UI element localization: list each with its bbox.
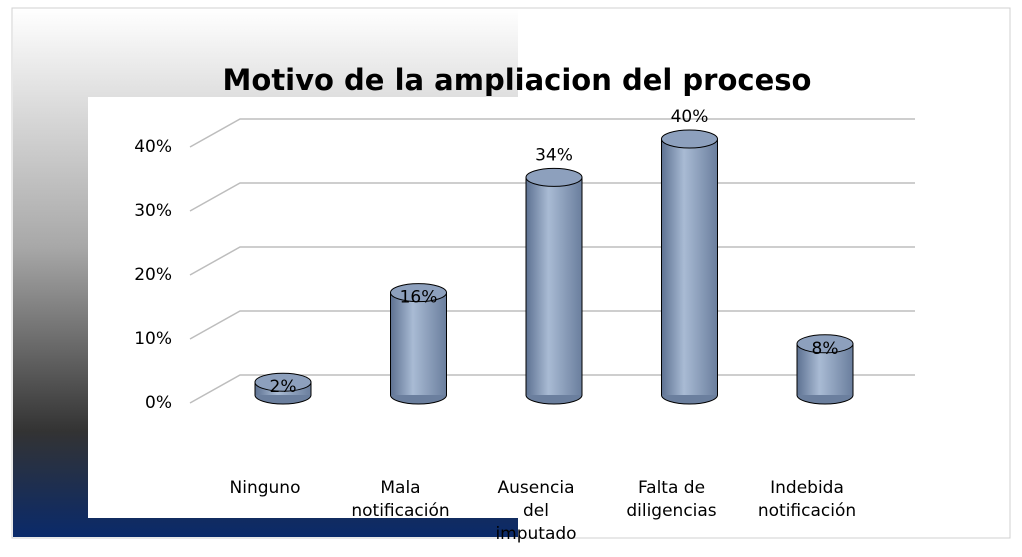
x-tick-label: Ausencia del imputado [495, 478, 577, 544]
y-tick-label: 30% [134, 201, 172, 221]
y-tick-label: 0% [145, 393, 172, 413]
y-tick-label: 40% [134, 137, 172, 157]
x-tick-label: Falta de diligencias [626, 478, 717, 521]
data-label: 16% [400, 288, 438, 308]
y-tick-label: 20% [134, 265, 172, 285]
data-label: 8% [812, 339, 839, 359]
bar-top [796, 334, 854, 354]
grid-line [189, 118, 915, 148]
x-tick-label: Mala notificación [351, 478, 450, 521]
bar-top [661, 129, 718, 149]
bar-cover [526, 177, 582, 395]
data-label: 2% [270, 377, 297, 397]
bar-cover [662, 139, 717, 395]
bar-top [254, 372, 312, 392]
bar-cover [391, 292, 446, 395]
y-tick-label: 10% [134, 329, 172, 349]
data-label: 40% [671, 107, 709, 127]
bar-top [390, 283, 447, 303]
x-tick-label: Ninguno [229, 478, 301, 498]
chart-title: Motivo de la ampliacion del proceso [223, 63, 812, 97]
data-label: 34% [535, 145, 573, 165]
x-tick-label: Indebida notificación [757, 478, 857, 521]
bar-top [525, 167, 583, 187]
